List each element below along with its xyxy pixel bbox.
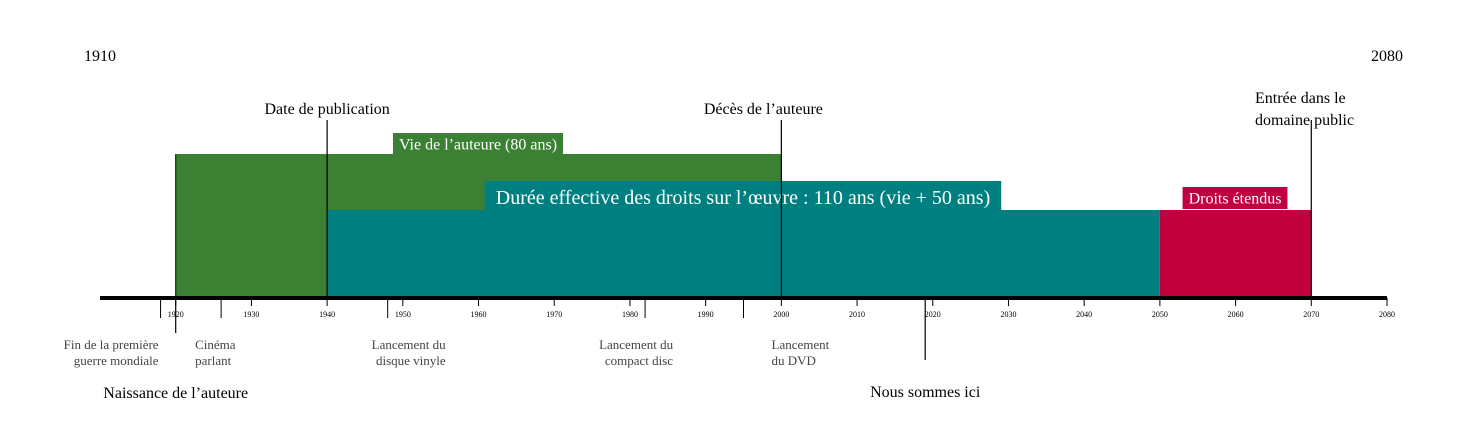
axis-tick-label: 2060	[1228, 310, 1244, 319]
talkies-label-line1: Cinéma	[195, 337, 236, 352]
talkies-label-line2: parlant	[195, 353, 231, 368]
range-start-label: 1910	[84, 48, 116, 65]
cd-label-line2: compact disc	[605, 353, 673, 368]
dvd-label-line2: du DVD	[772, 353, 816, 368]
axis-tick-label: 2070	[1303, 310, 1319, 319]
axis-tick-label: 1970	[546, 310, 562, 319]
author-death-label: Décès de l’auteure	[704, 101, 823, 118]
cd-label-line1: Lancement du	[599, 337, 673, 352]
vinyl-label-line1: Lancement du	[372, 337, 446, 352]
range-end-label: 2080	[1371, 48, 1403, 65]
axis-tick-label: 2080	[1379, 310, 1395, 319]
effective-rights-label-box	[484, 181, 1002, 213]
author-life-label: Vie de l’auteure (80 ans)	[399, 137, 557, 154]
axis-tick-label: 1960	[471, 310, 487, 319]
axis-tick-label: 1930	[243, 310, 259, 319]
axis-tick-label: 1940	[319, 310, 335, 319]
effective-rights-bar	[327, 210, 1160, 296]
axis-tick-label: 2000	[773, 310, 789, 319]
effective-rights-label: Durée effective des droits sur l’œuvre :…	[496, 187, 990, 209]
axis-tick-label: 1990	[698, 310, 714, 319]
axis-tick-label: 1980	[622, 310, 638, 319]
vinyl-label-line2: disque vinyle	[376, 353, 446, 368]
axis-ticks: 1920193019401950196019701980199020002010…	[168, 298, 1395, 319]
axis-tick-label: 1950	[395, 310, 411, 319]
wwi-end-label-line2: guerre mondiale	[74, 353, 159, 368]
extended-rights-label-box	[1182, 187, 1288, 209]
dvd-label-line1: Lancement	[772, 337, 830, 352]
extended-rights-bar	[1159, 210, 1312, 296]
now-label: Nous sommes ici	[870, 384, 981, 401]
axis-tick-label: 2050	[1152, 310, 1168, 319]
axis-tick-label: 2040	[1076, 310, 1092, 319]
wwi-end-label-line1: Fin de la première	[64, 337, 159, 352]
birth-label: Naissance de l’auteure	[103, 385, 248, 402]
public-domain-label-line1: Entrée dans le	[1255, 90, 1346, 107]
axis-tick-label: 2030	[1000, 310, 1016, 319]
extended-rights-label: Droits étendus	[1189, 191, 1282, 208]
axis-tick-label: 2020	[925, 310, 941, 319]
public-domain-label-line2: domaine public	[1255, 112, 1354, 129]
axis-tick-label: 2010	[849, 310, 865, 319]
publication-label: Date de publication	[264, 101, 389, 118]
author-life-label-box	[392, 133, 564, 155]
